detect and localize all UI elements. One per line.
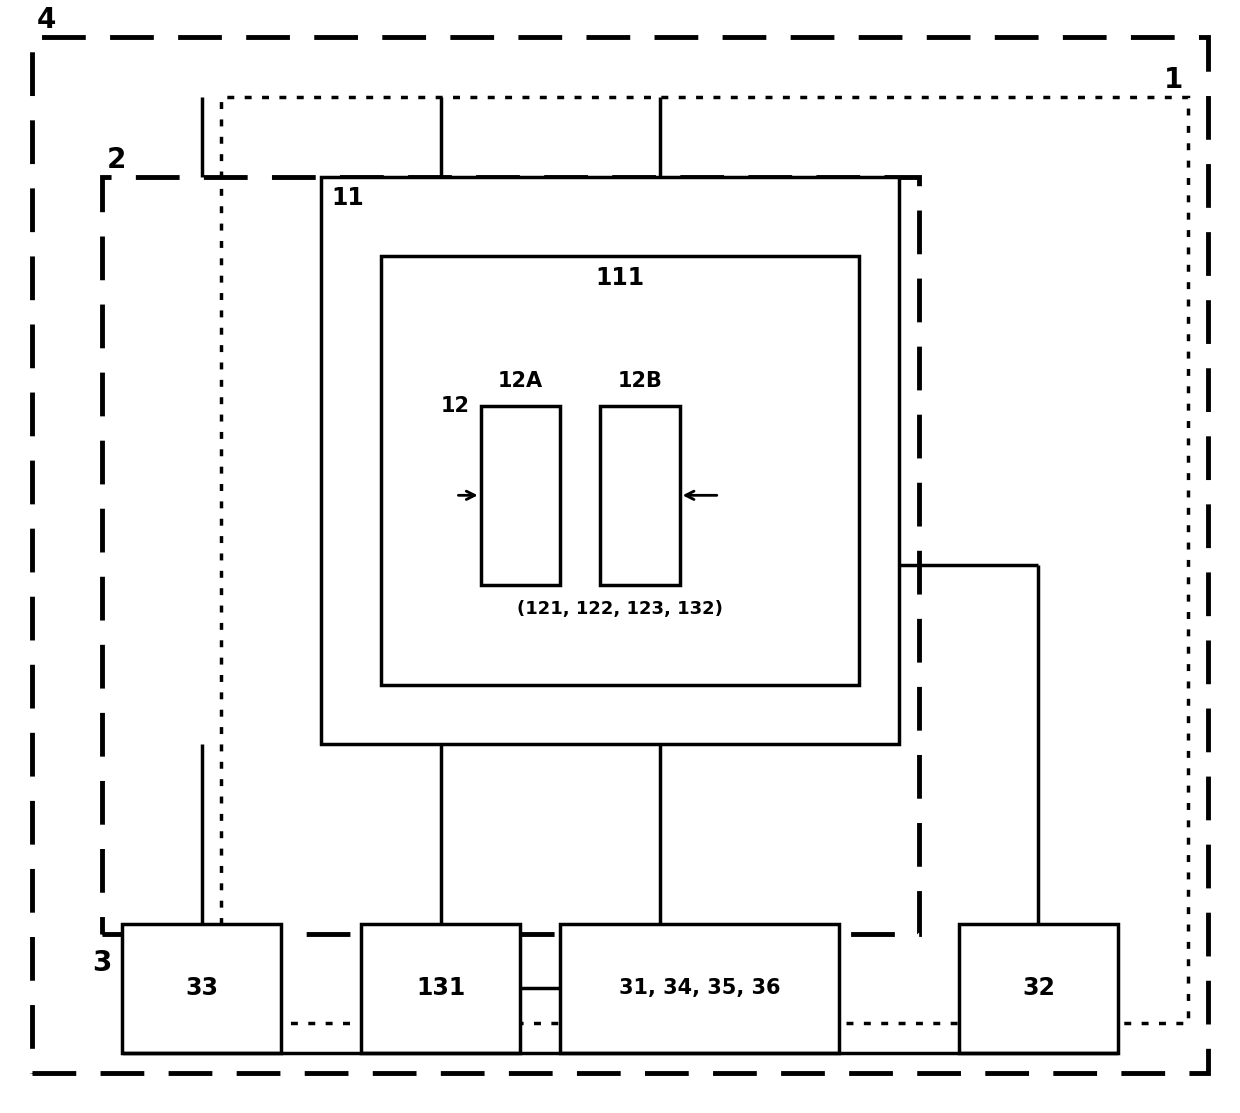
Text: 4: 4: [37, 6, 57, 35]
Bar: [600, 405, 680, 585]
Bar: [321, 177, 899, 745]
Text: 131: 131: [417, 976, 465, 1001]
Bar: [122, 924, 281, 1053]
Text: 31, 34, 35, 36: 31, 34, 35, 36: [619, 978, 780, 998]
Bar: [361, 924, 521, 1053]
Text: 33: 33: [185, 976, 218, 1001]
Bar: [222, 97, 1188, 1023]
Bar: [102, 177, 919, 934]
Text: 111: 111: [595, 266, 645, 290]
Bar: [381, 256, 859, 684]
Text: 12A: 12A: [497, 371, 543, 391]
Text: 12B: 12B: [618, 371, 662, 391]
Bar: [481, 405, 560, 585]
Text: 2: 2: [107, 146, 126, 174]
Text: 32: 32: [1022, 976, 1055, 1001]
Text: 11: 11: [331, 187, 363, 210]
Bar: [560, 924, 839, 1053]
Text: 1: 1: [1163, 66, 1183, 93]
Text: (121, 122, 123, 132): (121, 122, 123, 132): [517, 600, 723, 618]
Bar: [959, 924, 1118, 1053]
Text: 3: 3: [93, 948, 112, 976]
Text: 12: 12: [440, 395, 470, 415]
